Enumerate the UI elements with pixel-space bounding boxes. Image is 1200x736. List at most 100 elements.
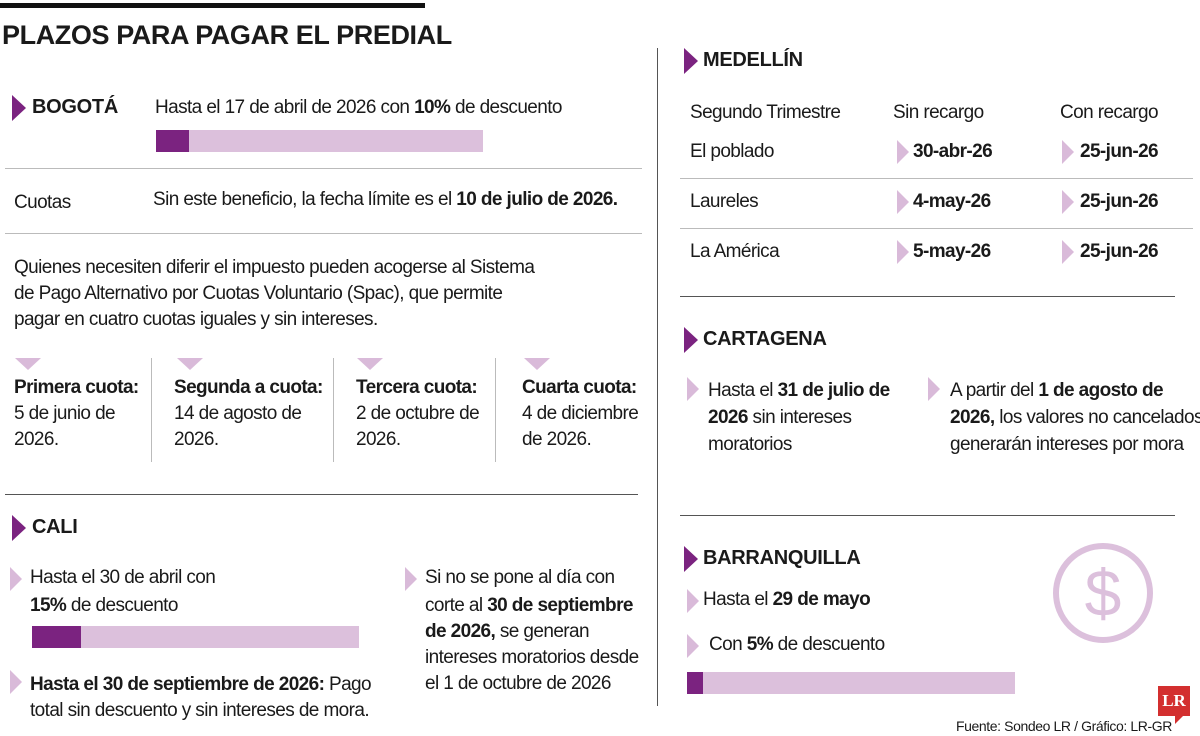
medellin-heading: MEDELLÍN <box>703 49 803 71</box>
bullet-arrow-icon <box>10 670 22 694</box>
bogota-heading: BOGOTÁ <box>32 96 118 118</box>
spac-paragraph-line: pagar en cuatro cuotas iguales y sin int… <box>14 309 378 330</box>
installment-date: 5 de junio de <box>14 403 116 424</box>
installment-date: 2 de octubre de <box>356 403 480 424</box>
con-recargo-cell: 25-jun-26 <box>1080 241 1159 262</box>
cali-item3-line: de 2026, se generan <box>425 621 590 642</box>
lr-logo: LR <box>1158 686 1190 716</box>
dollar-circle-icon: $ <box>1053 543 1153 643</box>
column-divider <box>657 48 658 706</box>
cali-arrow-icon <box>12 515 26 541</box>
zone-cell: El poblado <box>690 141 774 162</box>
cali-item1-line: Hasta el 30 de abril con <box>30 567 216 588</box>
cartagena-right-line: generarán intereses por mora <box>950 434 1184 455</box>
barranquilla-heading: BARRANQUILLA <box>703 547 861 569</box>
installment-label: Cuarta cuota: <box>522 377 637 398</box>
cali-item3-line: el 1 de octubre de 2026 <box>425 673 611 694</box>
zone-cell: La América <box>690 241 780 262</box>
installment-date: 2026. <box>356 429 401 450</box>
cuotas-label: Cuotas <box>14 192 71 213</box>
installment-3: Tercera cuota: 2 de octubre de 2026. <box>356 375 480 453</box>
spac-paragraph-line: Quienes necesiten diferir el impuesto pu… <box>14 257 535 278</box>
divider <box>680 228 1193 229</box>
installment-2: Segunda a cuota: 14 de agosto de 2026. <box>174 375 323 453</box>
cali-item2-line: Hasta el 30 de septiembre de 2026: Pago <box>30 674 372 695</box>
bullet-arrow-icon <box>1062 140 1074 164</box>
installment-date: 2026. <box>174 429 219 450</box>
logo-text: LR <box>1162 691 1186 710</box>
logo-tail <box>1175 716 1183 724</box>
bullet-arrow-icon <box>10 567 22 591</box>
svg-text:$: $ <box>1085 556 1122 630</box>
bogota-deadline-text: Sin este beneficio, la fecha límite es e… <box>153 189 618 210</box>
divider <box>5 168 642 169</box>
cartagena-heading: CARTAGENA <box>703 328 827 350</box>
divider <box>5 494 638 495</box>
down-arrow-icon <box>177 358 203 370</box>
bullet-arrow-icon <box>897 190 909 214</box>
column-divider <box>333 358 334 462</box>
cartagena-right-line: A partir del 1 de agosto de <box>950 380 1164 401</box>
cali-heading: CALI <box>32 516 78 538</box>
cali-discount-bar <box>32 626 359 648</box>
installment-label: Segunda a cuota: <box>174 377 323 398</box>
table-header: Segundo Trimestre <box>690 102 841 123</box>
con-recargo-cell: 25-jun-26 <box>1080 191 1159 212</box>
bullet-arrow-icon <box>1062 190 1074 214</box>
bullet-arrow-icon <box>928 377 940 401</box>
bogota-discount-fill <box>156 130 189 152</box>
cali-discount-fill <box>32 626 82 648</box>
sin-recargo-cell: 30-abr-26 <box>913 141 993 162</box>
down-arrow-icon <box>15 358 41 370</box>
cali-item3-line: intereses moratorios desde <box>425 647 639 668</box>
bullet-arrow-icon <box>687 589 699 613</box>
column-divider <box>495 358 496 462</box>
divider <box>5 233 642 234</box>
installment-4: Cuarta cuota: 4 de diciembre de 2026. <box>522 375 639 453</box>
installment-date: 14 de agosto de <box>174 403 302 424</box>
down-arrow-icon <box>524 358 550 370</box>
top-rule <box>0 3 425 8</box>
installment-label: Primera cuota: <box>14 377 139 398</box>
installment-date: de 2026. <box>522 429 592 450</box>
cartagena-left-line: Hasta el 31 de julio de <box>708 380 890 401</box>
bullet-arrow-icon <box>687 377 699 401</box>
down-arrow-icon <box>357 358 383 370</box>
installment-date: 2026. <box>14 429 59 450</box>
source-note: Fuente: Sondeo LR / Gráfico: LR-GR <box>956 718 1172 734</box>
barranquilla-item1: Hasta el 29 de mayo <box>703 589 871 610</box>
table-header: Con recargo <box>1060 102 1159 123</box>
divider <box>680 296 1175 297</box>
spac-paragraph-line: de Pago Alternativo por Cuotas Voluntari… <box>14 283 503 304</box>
cali-item3-line: Si no se pone al día con <box>425 567 615 588</box>
barranquilla-discount-fill <box>687 672 704 694</box>
bogota-discount-bar <box>156 130 483 152</box>
installment-date: 4 de diciembre <box>522 403 639 424</box>
page-title: PLAZOS PARA PAGAR EL PREDIAL <box>2 20 452 50</box>
bullet-arrow-icon <box>897 240 909 264</box>
cali-item2-line: total sin descuento y sin intereses de m… <box>30 700 370 721</box>
cali-item3-line: corte al 30 de septiembre <box>425 595 633 616</box>
bullet-arrow-icon <box>405 567 417 591</box>
cartagena-right-line: 2026, los valores no cancelados <box>950 407 1200 428</box>
barranquilla-discount-bar <box>687 672 1015 694</box>
bullet-arrow-icon <box>897 140 909 164</box>
column-divider <box>151 358 152 462</box>
barranquilla-arrow-icon <box>684 546 698 572</box>
cartagena-left-line: moratorios <box>708 434 792 455</box>
con-recargo-cell: 25-jun-26 <box>1080 141 1159 162</box>
bogota-discount-text: Hasta el 17 de abril de 2026 con 10% de … <box>155 97 562 118</box>
bullet-arrow-icon <box>687 634 699 658</box>
cartagena-left-line: 2026 sin intereses <box>708 407 852 428</box>
zone-cell: Laureles <box>690 191 759 212</box>
installment-1: Primera cuota: 5 de junio de 2026. <box>14 375 139 453</box>
divider <box>680 515 1175 516</box>
cali-item1-line: 15% de descuento <box>30 595 178 616</box>
divider <box>680 178 1193 179</box>
table-header: Sin recargo <box>893 102 984 123</box>
medellin-arrow-icon <box>684 48 698 74</box>
cartagena-arrow-icon <box>684 327 698 353</box>
bullet-arrow-icon <box>1062 240 1074 264</box>
sin-recargo-cell: 5-may-26 <box>913 241 991 262</box>
